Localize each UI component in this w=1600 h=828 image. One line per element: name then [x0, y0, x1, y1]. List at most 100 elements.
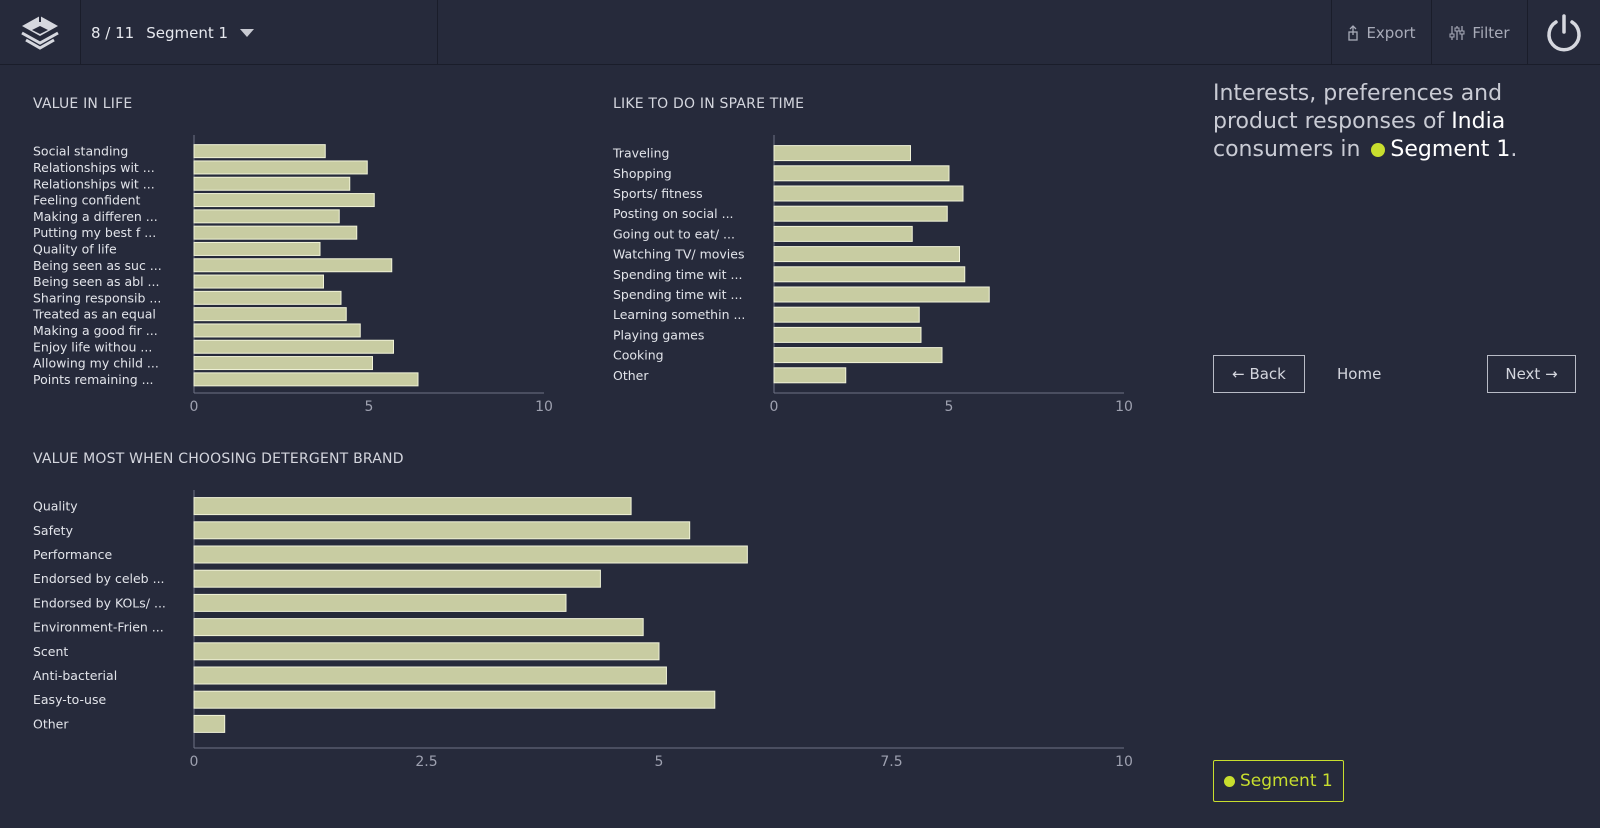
bar: [193, 225, 358, 240]
headline-segment: Segment 1: [1390, 137, 1511, 162]
category-label: Treated as an equal: [32, 307, 156, 322]
bar: [193, 618, 644, 637]
bar: [193, 545, 748, 564]
legend-segment-label: Segment 1: [1240, 771, 1333, 791]
bar: [193, 497, 632, 516]
headline-country: India: [1451, 109, 1506, 134]
bar: [193, 323, 361, 338]
category-label: Spending time wit ...: [613, 267, 742, 282]
category-label: Allowing my child ...: [33, 356, 159, 371]
bar: [193, 569, 601, 588]
category-label: Putting my best f ...: [33, 225, 156, 240]
chart-title-spare-time: LIKE TO DO IN SPARE TIME: [613, 96, 805, 112]
tick-label: 5: [945, 399, 954, 415]
segment-dot-icon: [1224, 775, 1235, 787]
bar: [193, 593, 567, 612]
category-label: Feeling confident: [33, 193, 141, 208]
headline-text-1: Interests, preferences and product respo…: [1213, 81, 1503, 134]
category-label: Cooking: [613, 348, 664, 363]
bar: [193, 241, 321, 256]
tick-label: 10: [1115, 399, 1133, 415]
chart-spare-time: Traveling Shopping Sports/ fitness Posting …: [612, 135, 1133, 415]
power-icon: [1547, 13, 1581, 51]
segment-name: Segment 1: [146, 23, 229, 42]
tick-label: 0: [190, 754, 199, 770]
category-label: Safety: [33, 523, 74, 538]
category-label: Performance: [33, 547, 113, 562]
bar: [193, 642, 660, 661]
category-label: Making a good fir ...: [33, 323, 158, 338]
page-headline: Interests, preferences and product respo…: [1213, 80, 1573, 164]
category-label: Scent: [33, 644, 68, 659]
bar: [193, 714, 226, 733]
category-label: Enjoy life withou ...: [33, 339, 152, 354]
bar: [193, 307, 347, 322]
top-bar: 8 / 11 Segment 1 Export Filter: [0, 0, 1600, 65]
category-label: Being seen as suc ...: [33, 258, 162, 273]
category-label: Playing games: [613, 327, 704, 342]
category-label: Sports/ fitness: [613, 186, 703, 201]
bar: [193, 144, 326, 159]
bar: [773, 185, 964, 202]
bar: [193, 666, 667, 685]
bar: [193, 690, 716, 709]
category-label: Social standing: [33, 144, 128, 159]
logo-icon: [21, 15, 59, 50]
category-label: Sharing responsib ...: [33, 290, 161, 305]
category-label: Other: [613, 368, 649, 383]
bar: [773, 246, 960, 263]
category-label: Endorsed by celeb ...: [33, 571, 165, 586]
bar: [193, 372, 419, 387]
category-label: Posting on social ...: [613, 206, 734, 221]
bar: [193, 258, 393, 273]
tick-label: 2.5: [415, 754, 437, 770]
filter-label: Filter: [1472, 23, 1510, 42]
category-label: Traveling: [612, 146, 670, 161]
export-label: Export: [1366, 23, 1416, 42]
export-button[interactable]: Export: [1331, 0, 1431, 65]
bar: [773, 145, 911, 162]
bar: [773, 165, 950, 182]
category-label: Being seen as abl ...: [33, 274, 159, 289]
bar: [773, 266, 966, 283]
category-label: Other: [33, 716, 69, 731]
category-label: Endorsed by KOLs/ ...: [33, 595, 166, 610]
bar: [773, 367, 847, 384]
category-label: Quality: [33, 499, 78, 514]
tick-label: 5: [655, 754, 664, 770]
bar: [773, 306, 920, 323]
category-label: Spending time wit ...: [613, 287, 742, 302]
bar: [193, 160, 368, 175]
category-label: Easy-to-use: [33, 692, 106, 707]
home-link[interactable]: Home: [1337, 365, 1382, 383]
bar: [773, 225, 913, 242]
category-label: Environment-Frien ...: [33, 620, 164, 635]
headline-text-3: .: [1510, 137, 1518, 162]
bar: [773, 205, 948, 222]
next-button[interactable]: Next →: [1487, 355, 1576, 393]
chart-title-detergent-brand: VALUE MOST WHEN CHOOSING DETERGENT BRAND: [33, 451, 404, 467]
chart-title-value-in-life: VALUE IN LIFE: [33, 96, 133, 112]
export-icon: [1347, 24, 1359, 41]
bar: [193, 521, 691, 540]
headline-text-2: consumers in: [1213, 137, 1368, 162]
app-logo[interactable]: [0, 0, 81, 65]
category-label: Learning somethin ...: [613, 307, 745, 322]
category-label: Making a differen ...: [33, 209, 158, 224]
filter-button[interactable]: Filter: [1431, 0, 1527, 65]
power-button[interactable]: [1527, 0, 1600, 65]
bar: [193, 176, 351, 191]
tick-label: 10: [535, 399, 553, 415]
category-label: Points remaining ...: [33, 372, 154, 387]
tick-label: 10: [1115, 754, 1133, 770]
sliders-icon: [1449, 25, 1465, 41]
category-label: Going out to eat/ ...: [613, 226, 735, 241]
back-button[interactable]: ← Back: [1213, 355, 1305, 393]
tick-label: 0: [770, 399, 779, 415]
legend-segment-chip[interactable]: Segment 1: [1213, 760, 1344, 802]
segment-selector[interactable]: 8 / 11 Segment 1: [81, 0, 438, 65]
category-label: Quality of life: [33, 241, 117, 256]
category-label: Watching TV/ movies: [613, 247, 745, 262]
bar: [193, 356, 373, 371]
